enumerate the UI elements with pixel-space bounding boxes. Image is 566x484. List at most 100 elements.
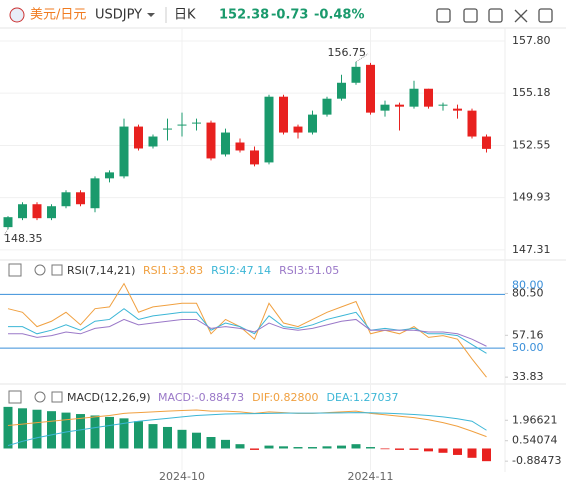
histogram-bar xyxy=(61,412,71,449)
candle-body xyxy=(47,206,56,219)
histogram-bar xyxy=(47,411,56,449)
y-tick-label: 147.31 xyxy=(512,243,551,256)
candle-body xyxy=(264,96,274,163)
candle-body xyxy=(467,110,477,137)
y-tick-label: 57.16 xyxy=(512,328,544,341)
candle-body xyxy=(221,132,230,155)
y-tick-label: 33.83 xyxy=(512,370,544,383)
menu-icon[interactable] xyxy=(51,391,63,403)
histogram-bar xyxy=(76,414,85,449)
annotation: 156.75 xyxy=(328,46,367,59)
candle-body xyxy=(366,64,375,113)
reference-label: 80.00 xyxy=(512,278,544,291)
legend-entry: MACD:-0.88473 xyxy=(158,391,244,404)
candle-body xyxy=(148,136,158,147)
candle-body xyxy=(409,88,419,107)
header: 美元/日元 USDJPY 日K 152.38 -0.73 -0.48% xyxy=(9,7,553,23)
y-tick-label: 80.50 xyxy=(512,286,544,299)
candle-body xyxy=(380,104,390,111)
candle-body xyxy=(3,217,13,228)
histogram-bar xyxy=(395,448,404,450)
histogram-bar xyxy=(308,447,317,449)
histogram-bar xyxy=(409,448,419,450)
histogram-bar xyxy=(424,448,433,452)
histogram-bar xyxy=(206,437,216,449)
histogram-bar xyxy=(322,446,332,449)
fullscreen-icon[interactable] xyxy=(514,9,528,23)
x-tick-label: 2024-11 xyxy=(348,470,394,483)
reference-label: 50.00 xyxy=(512,341,544,354)
histogram-bar xyxy=(134,421,143,449)
candle-body xyxy=(235,142,245,151)
histogram-bar xyxy=(293,447,303,449)
settings-icon[interactable] xyxy=(34,391,46,403)
annotation: 148.35 xyxy=(4,232,43,245)
histogram-bar xyxy=(351,444,361,449)
y-tick-label: 149.93 xyxy=(512,191,551,204)
histogram-bar xyxy=(192,432,201,449)
histogram-bar xyxy=(105,416,114,449)
histogram-bar xyxy=(163,426,172,449)
candle-body xyxy=(293,126,303,133)
histogram-bar xyxy=(18,408,27,449)
symbol: USDJPY xyxy=(95,8,142,23)
histogram-bar xyxy=(482,448,491,462)
candle-body xyxy=(395,104,404,107)
legend-entry: RSI3:51.05 xyxy=(279,264,339,277)
settings-icon[interactable] xyxy=(34,264,46,276)
dropdown[interactable] xyxy=(147,13,155,17)
change-pct: -0.48% xyxy=(314,8,365,23)
indicator-line xyxy=(7,412,487,447)
price: 152.38 xyxy=(219,8,269,23)
candle-body xyxy=(105,172,114,179)
indicator-title: RSI(7,14,21) xyxy=(67,264,135,277)
candle-body xyxy=(308,114,317,133)
candle-body xyxy=(192,122,201,124)
change: -0.73 xyxy=(271,8,308,23)
indicator-icon[interactable] xyxy=(463,8,478,23)
period[interactable]: 日K xyxy=(174,8,196,23)
histogram-bar xyxy=(380,448,390,450)
legend-entry: DEA:1.27037 xyxy=(327,391,399,404)
toggle-icon[interactable] xyxy=(8,263,22,277)
menu-icon[interactable] xyxy=(51,264,63,276)
candle-body xyxy=(90,178,100,209)
toggle-icon[interactable] xyxy=(8,390,22,404)
histogram-bar xyxy=(337,445,346,449)
candle-body xyxy=(250,150,259,165)
histogram-bar xyxy=(148,424,158,449)
candle-body xyxy=(18,204,27,219)
y-tick-label: 1.96621 xyxy=(512,413,558,426)
candle-body xyxy=(351,66,361,83)
legend-entry: RSI1:33.83 xyxy=(143,264,203,277)
histogram-bar xyxy=(250,448,259,450)
candle-body xyxy=(482,136,491,149)
candle-body xyxy=(134,126,143,149)
candle-body xyxy=(32,204,42,219)
histogram-bar xyxy=(3,406,13,449)
candle-body xyxy=(322,98,332,115)
indicator-title: MACD(12,26,9) xyxy=(67,391,151,404)
compare-icon[interactable] xyxy=(488,8,503,23)
candle-body xyxy=(163,128,172,130)
indicator-line xyxy=(8,318,487,347)
flag-icon xyxy=(9,7,25,23)
y-tick-label: 0.54074 xyxy=(512,434,558,447)
histogram-bar xyxy=(453,448,462,455)
histogram-bar xyxy=(90,415,100,449)
histogram-bar xyxy=(221,439,230,449)
y-tick-label: 155.18 xyxy=(512,86,551,99)
histogram-bar xyxy=(279,446,288,449)
indicator-line xyxy=(7,409,487,438)
candle-body xyxy=(438,104,448,106)
annotation-leader xyxy=(355,53,369,63)
draw-icon[interactable] xyxy=(436,8,451,23)
legend-entry: RSI2:47.14 xyxy=(211,264,271,277)
histogram-bar xyxy=(235,444,245,449)
settings-icon[interactable] xyxy=(538,8,553,23)
candle-body xyxy=(453,108,462,111)
pair-name: 美元/日元 xyxy=(30,8,86,23)
macd-header: MACD(12,26,9) xyxy=(8,390,151,404)
candle-body xyxy=(279,96,288,133)
